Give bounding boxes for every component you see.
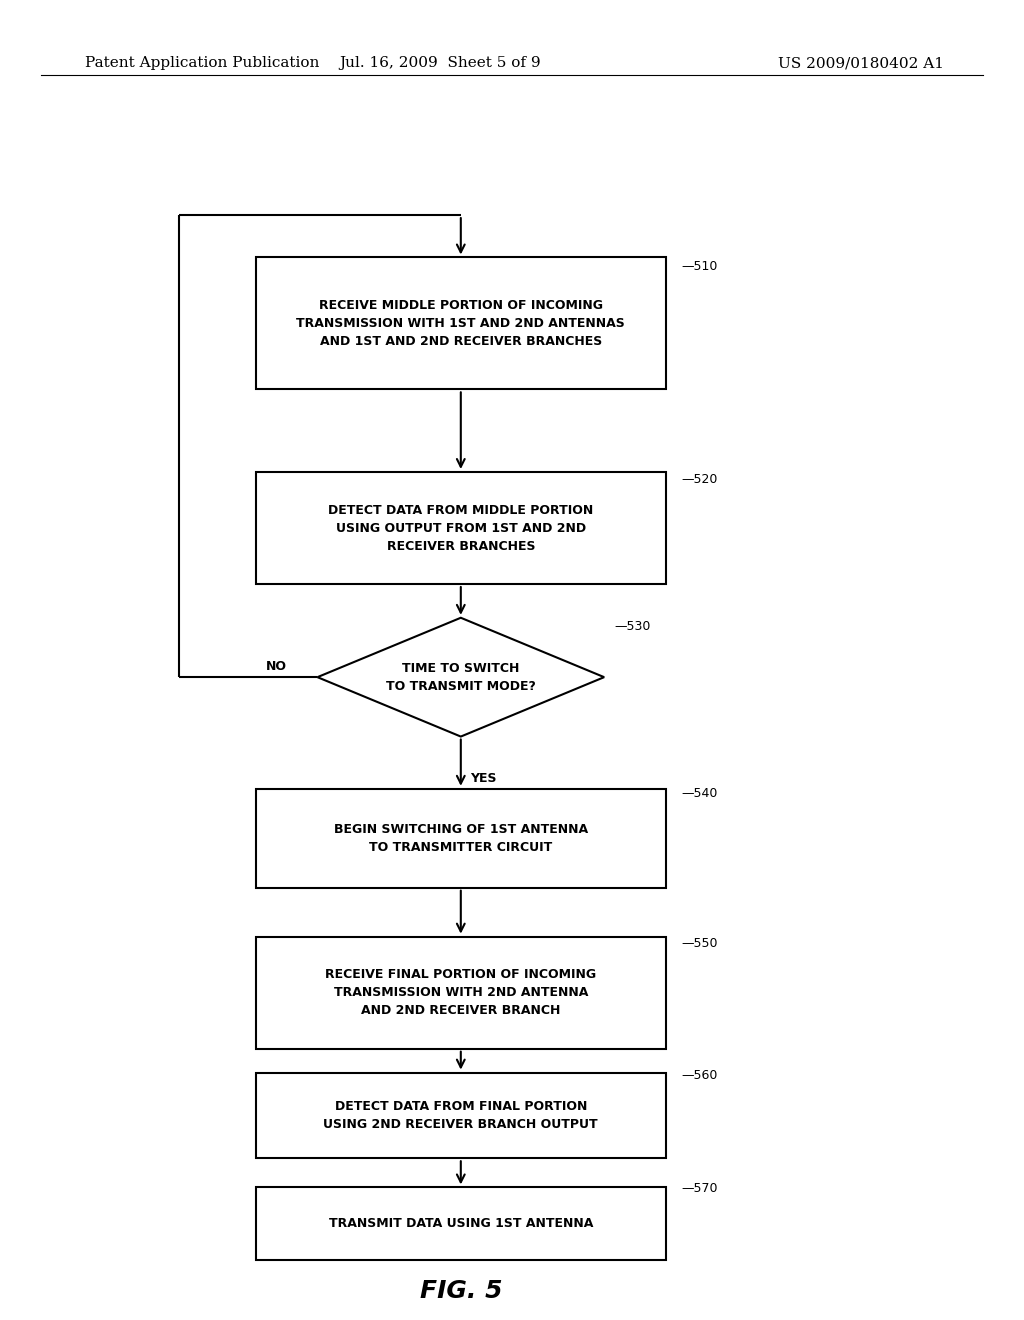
- Text: —510: —510: [681, 260, 718, 273]
- Text: —530: —530: [614, 619, 651, 632]
- Text: DETECT DATA FROM MIDDLE PORTION
USING OUTPUT FROM 1ST AND 2ND
RECEIVER BRANCHES: DETECT DATA FROM MIDDLE PORTION USING OU…: [328, 503, 594, 553]
- Text: —540: —540: [681, 788, 718, 800]
- Text: Jul. 16, 2009  Sheet 5 of 9: Jul. 16, 2009 Sheet 5 of 9: [340, 57, 541, 70]
- Text: BEGIN SWITCHING OF 1ST ANTENNA
TO TRANSMITTER CIRCUIT: BEGIN SWITCHING OF 1ST ANTENNA TO TRANSM…: [334, 822, 588, 854]
- Text: —570: —570: [681, 1183, 718, 1195]
- Text: NO: NO: [265, 660, 287, 673]
- Text: US 2009/0180402 A1: US 2009/0180402 A1: [778, 57, 944, 70]
- Text: TIME TO SWITCH
TO TRANSMIT MODE?: TIME TO SWITCH TO TRANSMIT MODE?: [386, 661, 536, 693]
- Text: YES: YES: [470, 772, 497, 785]
- FancyBboxPatch shape: [256, 1188, 666, 1259]
- Text: —560: —560: [681, 1069, 718, 1082]
- FancyBboxPatch shape: [256, 257, 666, 389]
- Polygon shape: [317, 618, 604, 737]
- Text: RECEIVE FINAL PORTION OF INCOMING
TRANSMISSION WITH 2ND ANTENNA
AND 2ND RECEIVER: RECEIVE FINAL PORTION OF INCOMING TRANSM…: [326, 968, 596, 1018]
- FancyBboxPatch shape: [256, 473, 666, 583]
- Text: TRANSMIT DATA USING 1ST ANTENNA: TRANSMIT DATA USING 1ST ANTENNA: [329, 1217, 593, 1230]
- FancyBboxPatch shape: [256, 788, 666, 887]
- Text: FIG. 5: FIG. 5: [420, 1279, 502, 1303]
- Text: Patent Application Publication: Patent Application Publication: [85, 57, 319, 70]
- FancyBboxPatch shape: [256, 937, 666, 1048]
- Text: —520: —520: [681, 473, 718, 486]
- Text: RECEIVE MIDDLE PORTION OF INCOMING
TRANSMISSION WITH 1ST AND 2ND ANTENNAS
AND 1S: RECEIVE MIDDLE PORTION OF INCOMING TRANS…: [296, 298, 626, 348]
- Text: —550: —550: [681, 937, 718, 950]
- FancyBboxPatch shape: [256, 1072, 666, 1159]
- Text: DETECT DATA FROM FINAL PORTION
USING 2ND RECEIVER BRANCH OUTPUT: DETECT DATA FROM FINAL PORTION USING 2ND…: [324, 1100, 598, 1131]
